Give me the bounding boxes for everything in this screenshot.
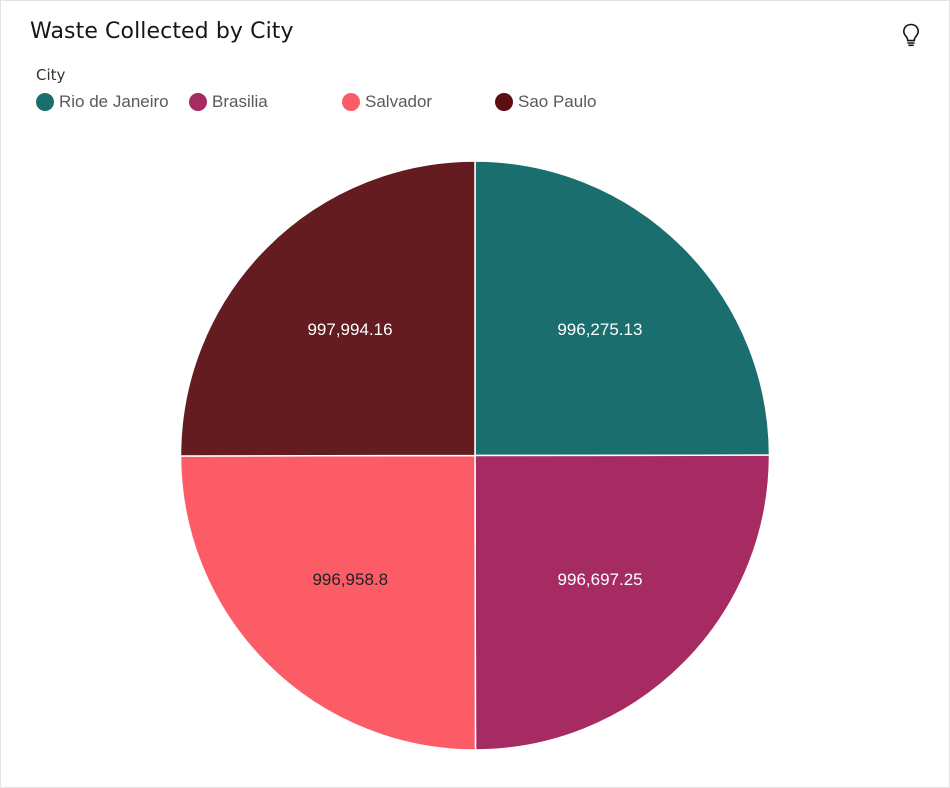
pie-slice-salvador[interactable] xyxy=(179,454,477,751)
pie-slice-value-label: 996,958.8 xyxy=(312,570,388,589)
pie-slice-brasilia[interactable] xyxy=(474,454,771,751)
legend-title: City xyxy=(36,66,66,84)
legend-swatch xyxy=(342,93,360,111)
pie-slice-value-label: 996,697.25 xyxy=(558,570,643,589)
legend-swatch xyxy=(495,93,513,111)
legend-swatch xyxy=(36,93,54,111)
legend-label: Brasilia xyxy=(212,92,268,111)
pie-slice-value-label: 997,994.16 xyxy=(307,320,392,339)
legend-label: Rio de Janeiro xyxy=(59,92,169,111)
legend-item-rio-de-janeiro[interactable]: Rio de Janeiro xyxy=(36,90,169,114)
pie-slice-rio-de-janeiro[interactable] xyxy=(474,160,771,457)
lightbulb-icon[interactable] xyxy=(897,20,925,48)
pie-slice-sao-paulo[interactable] xyxy=(179,160,476,457)
legend-item-sao-paulo[interactable]: Sao Paulo xyxy=(495,90,596,114)
legend-item-salvador[interactable]: Salvador xyxy=(342,90,432,114)
legend-label: Salvador xyxy=(365,92,433,111)
legend: Rio de Janeiro Brasilia Salvador Sao Pau… xyxy=(1,90,941,114)
pie-slice-value-label: 996,275.13 xyxy=(557,320,642,339)
legend-swatch xyxy=(189,93,207,111)
legend-item-brasilia[interactable]: Brasilia xyxy=(189,90,268,114)
chart-title: Waste Collected by City xyxy=(30,19,294,44)
legend-label: Sao Paulo xyxy=(518,92,597,111)
